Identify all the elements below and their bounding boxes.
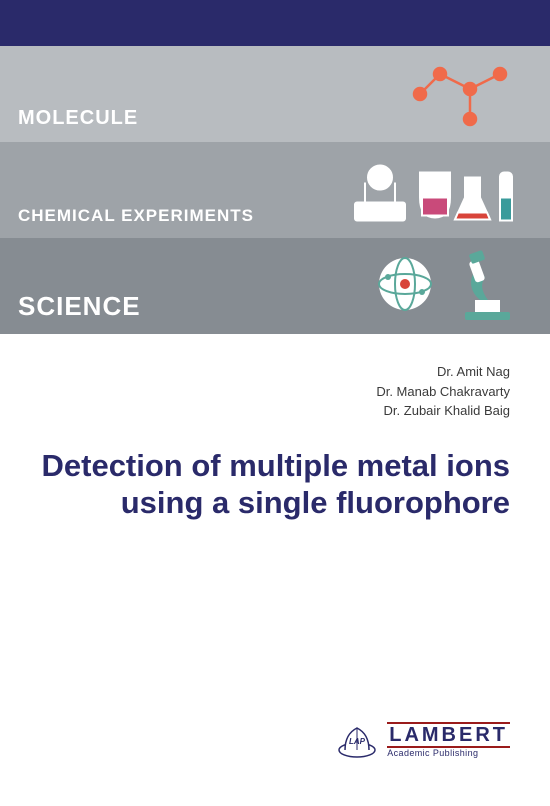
band-science: SCIENCE bbox=[0, 238, 550, 334]
band-chemical: CHEMICAL EXPERIMENTS bbox=[0, 142, 550, 238]
top-bar bbox=[0, 0, 550, 46]
cover-body: Dr. Amit Nag Dr. Manab Chakravarty Dr. Z… bbox=[0, 334, 550, 521]
svg-text:LAP: LAP bbox=[349, 737, 366, 746]
band-label-chemical: CHEMICAL EXPERIMENTS bbox=[0, 206, 254, 238]
publisher-text: LAMBERT Academic Publishing bbox=[387, 722, 510, 758]
author-1: Dr. Amit Nag bbox=[40, 362, 510, 382]
author-3: Dr. Zubair Khalid Baig bbox=[40, 401, 510, 421]
author-2: Dr. Manab Chakravarty bbox=[40, 382, 510, 402]
publisher-logo-icon: LAP bbox=[337, 722, 377, 758]
molecule-icon bbox=[410, 54, 520, 134]
band-molecule: MOLECULE bbox=[0, 46, 550, 142]
flasks-icon bbox=[350, 148, 520, 233]
publisher-sub: Academic Publishing bbox=[387, 748, 510, 758]
book-title: Detection of multiple metal ions using a… bbox=[40, 447, 510, 521]
publisher-main: LAMBERT bbox=[387, 722, 510, 748]
microscope-icon bbox=[370, 242, 520, 330]
publisher-block: LAP LAMBERT Academic Publishing bbox=[337, 722, 510, 758]
band-label-science: SCIENCE bbox=[0, 291, 141, 334]
authors-block: Dr. Amit Nag Dr. Manab Chakravarty Dr. Z… bbox=[40, 362, 510, 421]
band-label-molecule: MOLECULE bbox=[0, 107, 138, 142]
